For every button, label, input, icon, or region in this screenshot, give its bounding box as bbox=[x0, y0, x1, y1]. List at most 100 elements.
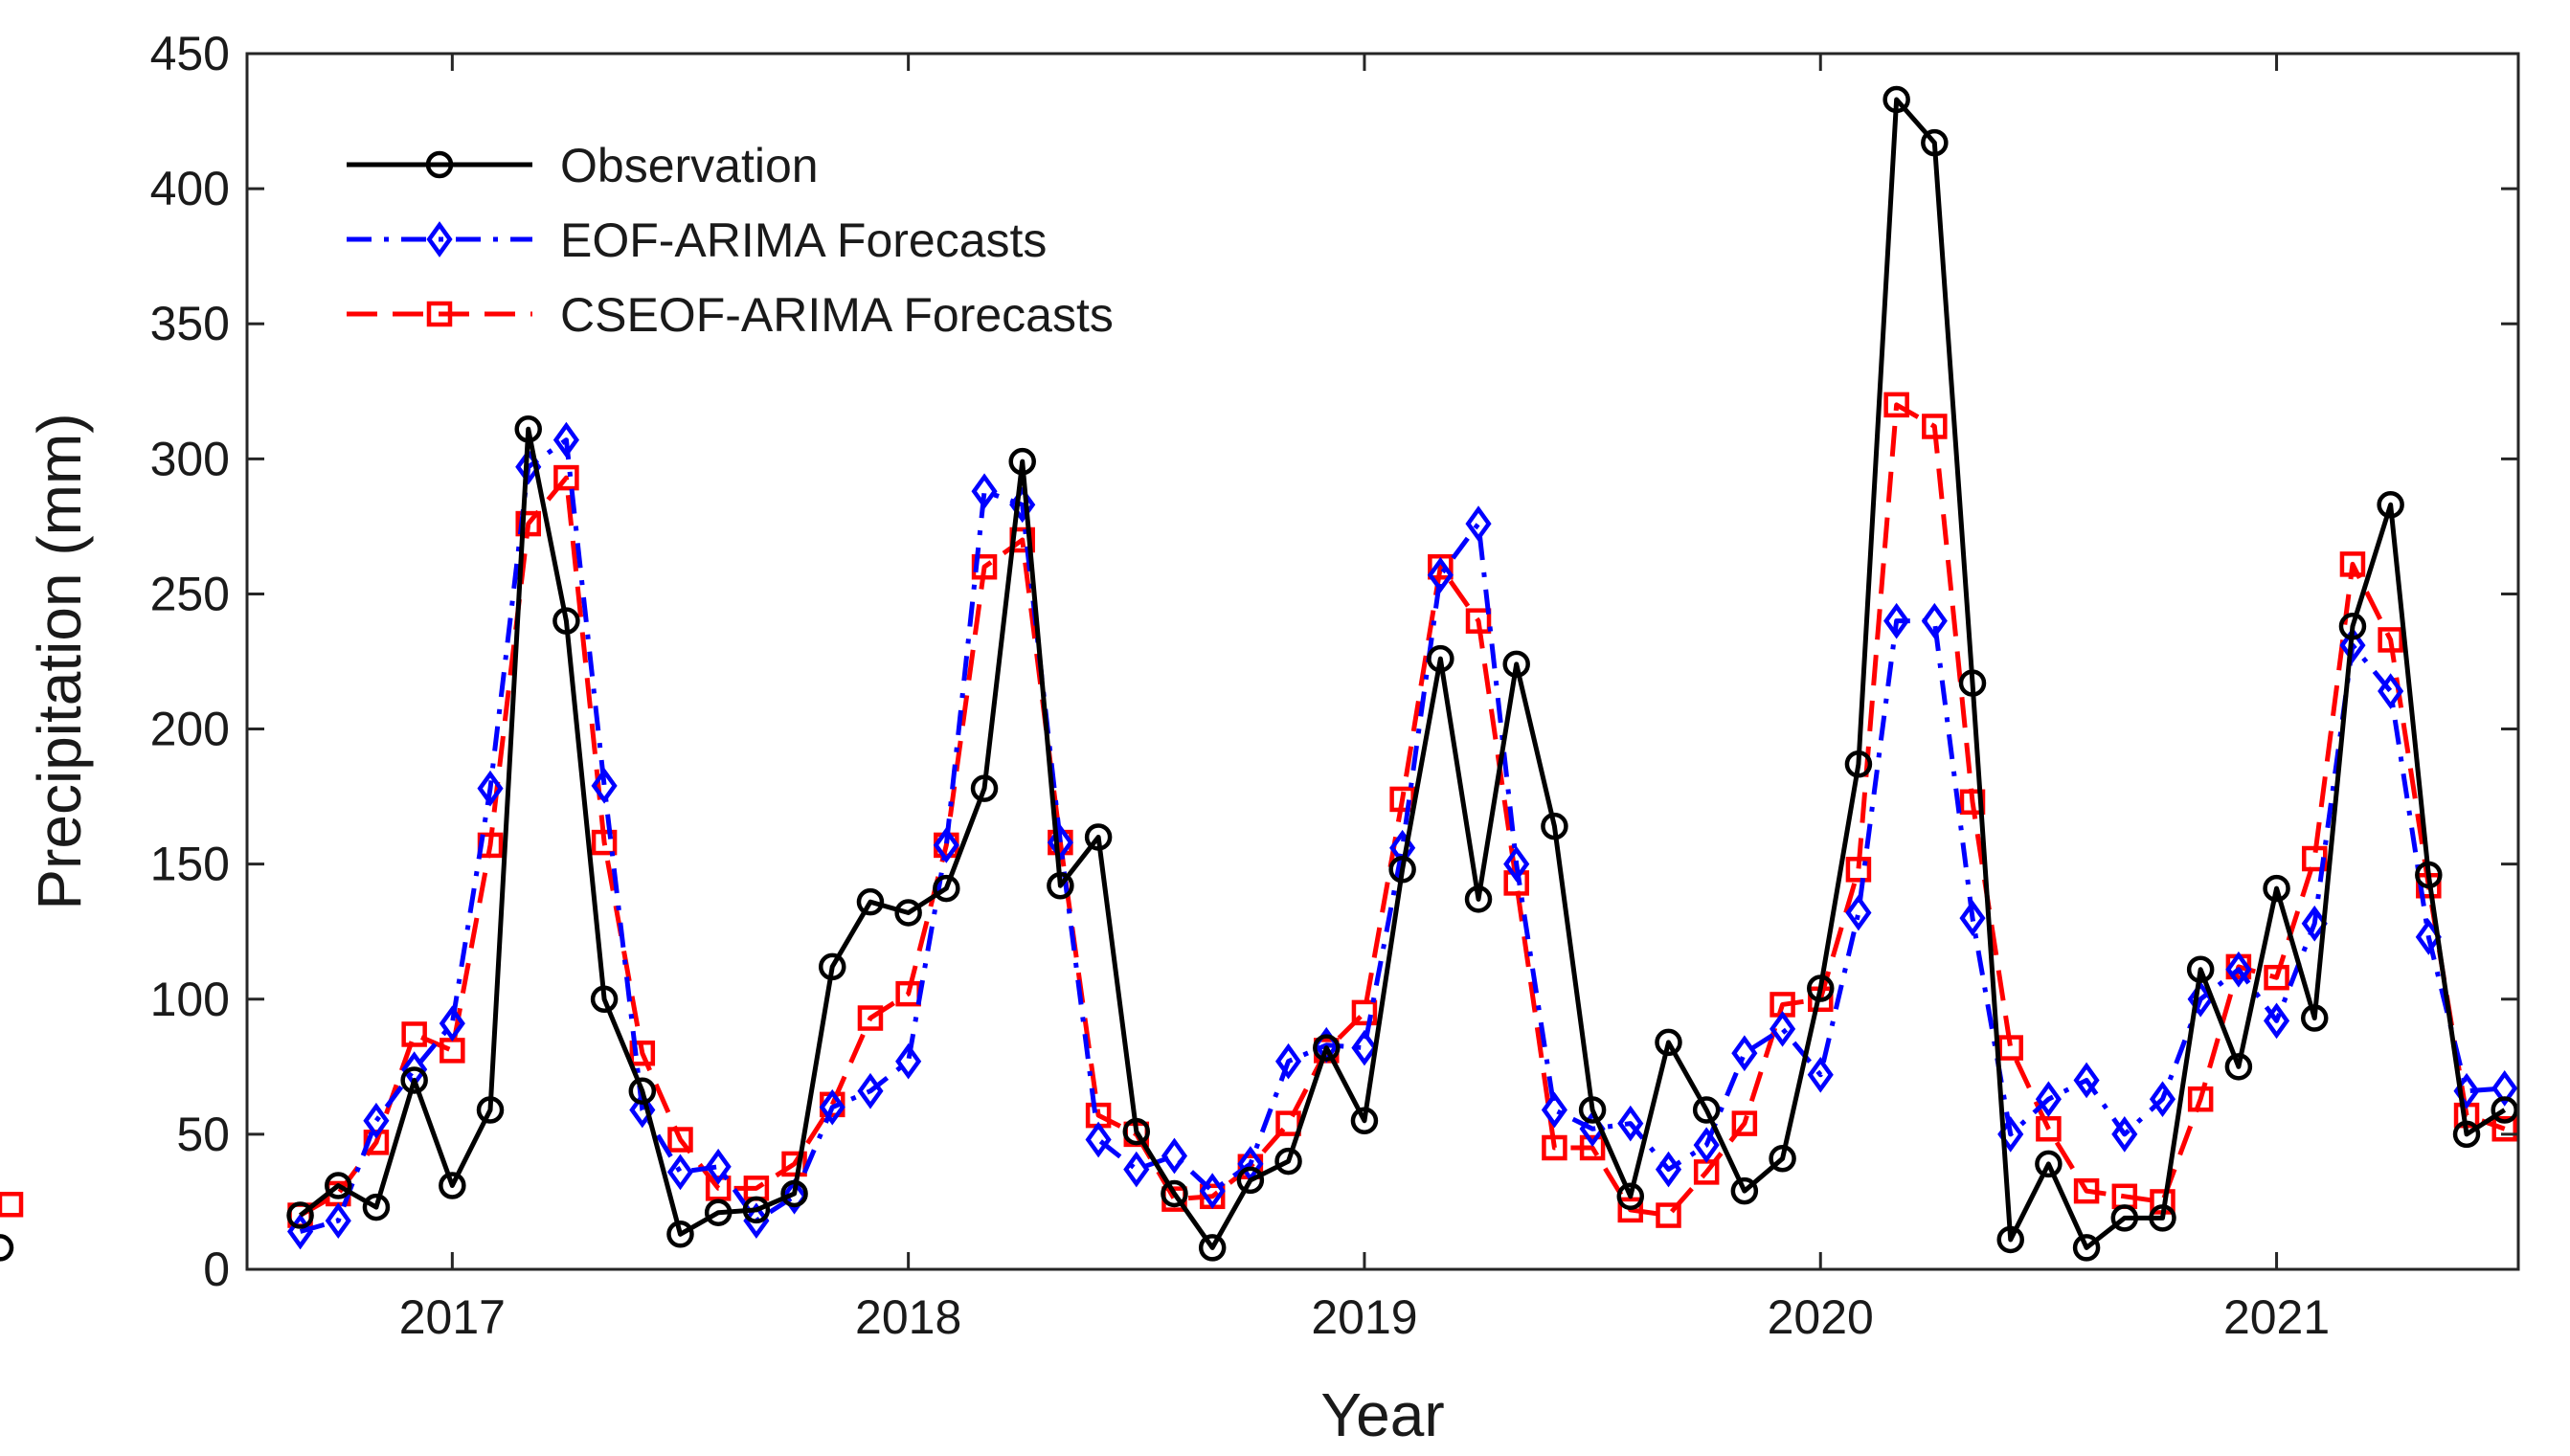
data-point bbox=[1503, 845, 1530, 883]
data-point bbox=[363, 1102, 390, 1139]
data-point bbox=[1388, 856, 1416, 884]
data-point bbox=[2300, 1004, 2329, 1032]
data-point bbox=[780, 1177, 808, 1215]
data-point bbox=[704, 1198, 733, 1226]
data-point bbox=[1542, 1134, 1567, 1161]
data-point bbox=[2264, 964, 2289, 991]
data-point bbox=[477, 770, 504, 807]
data-point bbox=[2187, 980, 2214, 1018]
data-point bbox=[2073, 1177, 2100, 1204]
data-point bbox=[2035, 1150, 2063, 1178]
data-point bbox=[970, 774, 999, 802]
data-point bbox=[591, 829, 618, 856]
data-point bbox=[2415, 861, 2443, 889]
data-point bbox=[1541, 812, 1568, 840]
data-point bbox=[552, 607, 580, 635]
y-tick-label: 300 bbox=[150, 432, 230, 485]
data-point bbox=[857, 1005, 884, 1031]
data-point bbox=[1807, 1056, 1834, 1093]
data-point bbox=[1084, 823, 1113, 851]
data-point bbox=[2452, 1120, 2481, 1149]
data-point bbox=[1578, 1096, 1607, 1124]
data-point bbox=[628, 1077, 657, 1105]
data-point bbox=[666, 1154, 694, 1191]
data-point bbox=[666, 1221, 694, 1248]
y-tick-label: 100 bbox=[150, 973, 230, 1026]
data-point bbox=[1959, 900, 1986, 936]
x-tick-label: 2021 bbox=[2223, 1290, 2330, 1344]
data-point bbox=[856, 887, 885, 916]
data-point bbox=[1921, 128, 1949, 157]
data-point bbox=[1996, 1225, 2024, 1254]
data-point bbox=[476, 1096, 505, 1124]
x-tick-label: 2020 bbox=[1768, 1290, 1874, 1344]
data-point bbox=[2186, 955, 2215, 983]
data-point bbox=[362, 1193, 391, 1221]
data-point bbox=[1922, 414, 1948, 439]
data-point bbox=[1958, 669, 1987, 697]
data-point bbox=[1236, 1166, 1265, 1195]
data-point bbox=[2073, 1062, 2100, 1099]
data-point bbox=[514, 415, 542, 443]
data-point bbox=[2263, 1002, 2290, 1040]
data-point bbox=[1959, 789, 1986, 816]
data-point bbox=[1692, 1096, 1721, 1124]
data-point bbox=[1464, 885, 1493, 913]
data-point bbox=[667, 1127, 693, 1153]
legend-label: EOF-ARIMA Forecasts bbox=[560, 213, 1047, 267]
data-point bbox=[895, 1042, 922, 1080]
x-axis-title: Year bbox=[1320, 1380, 1444, 1449]
data-point bbox=[1502, 650, 1530, 679]
data-point bbox=[1161, 1137, 1188, 1175]
data-point bbox=[2491, 1070, 2518, 1107]
data-point bbox=[590, 985, 619, 1014]
data-point bbox=[1274, 1147, 1302, 1176]
data-point bbox=[286, 1201, 314, 1229]
data-point bbox=[1655, 1028, 1682, 1057]
data-point bbox=[818, 952, 846, 981]
y-tick-label: 400 bbox=[150, 162, 230, 215]
data-point bbox=[1428, 553, 1454, 580]
data-point bbox=[1844, 750, 1873, 778]
data-point bbox=[591, 767, 618, 804]
axes-box bbox=[245, 52, 2520, 1271]
data-point bbox=[1617, 1197, 1644, 1223]
data-point bbox=[629, 1091, 656, 1129]
data-point bbox=[2338, 613, 2367, 640]
data-point bbox=[1770, 1010, 1796, 1047]
data-point bbox=[2036, 1115, 2062, 1142]
data-point bbox=[1122, 1117, 1151, 1146]
data-point bbox=[781, 1151, 807, 1177]
series-eof-arima-forecasts bbox=[287, 421, 2518, 1250]
data-point bbox=[933, 874, 960, 903]
data-point bbox=[1807, 974, 1835, 1002]
data-point bbox=[1465, 608, 1492, 634]
data-point bbox=[2378, 673, 2404, 709]
data-point bbox=[2149, 1204, 2176, 1232]
data-point bbox=[1845, 894, 1872, 931]
data-point bbox=[971, 473, 998, 510]
data-point bbox=[2339, 551, 2366, 577]
data-point bbox=[705, 1148, 732, 1185]
x-tick-label: 2019 bbox=[1311, 1290, 1417, 1344]
x-tick-label: 2017 bbox=[399, 1290, 506, 1344]
data-point bbox=[2224, 1053, 2253, 1081]
data-point bbox=[1009, 486, 1036, 524]
data-point bbox=[2225, 951, 2252, 988]
data-point bbox=[780, 1179, 808, 1208]
data-point bbox=[1731, 1035, 1758, 1072]
data-point bbox=[400, 1066, 428, 1094]
data-point bbox=[1656, 1202, 1681, 1228]
legend-label: Observation bbox=[560, 139, 819, 192]
data-point bbox=[1008, 447, 1036, 476]
data-point bbox=[1351, 1029, 1378, 1066]
y-tick-label: 450 bbox=[150, 27, 230, 80]
data-point bbox=[857, 1072, 884, 1109]
data-point bbox=[0, 1192, 24, 1218]
data-point bbox=[2111, 1116, 2138, 1153]
data-point bbox=[2110, 1204, 2139, 1232]
data-point bbox=[894, 899, 922, 927]
y-tick-label: 150 bbox=[150, 838, 230, 891]
legend-label: CSEOF-ARIMA Forecasts bbox=[560, 288, 1114, 342]
data-point bbox=[1313, 1034, 1341, 1062]
